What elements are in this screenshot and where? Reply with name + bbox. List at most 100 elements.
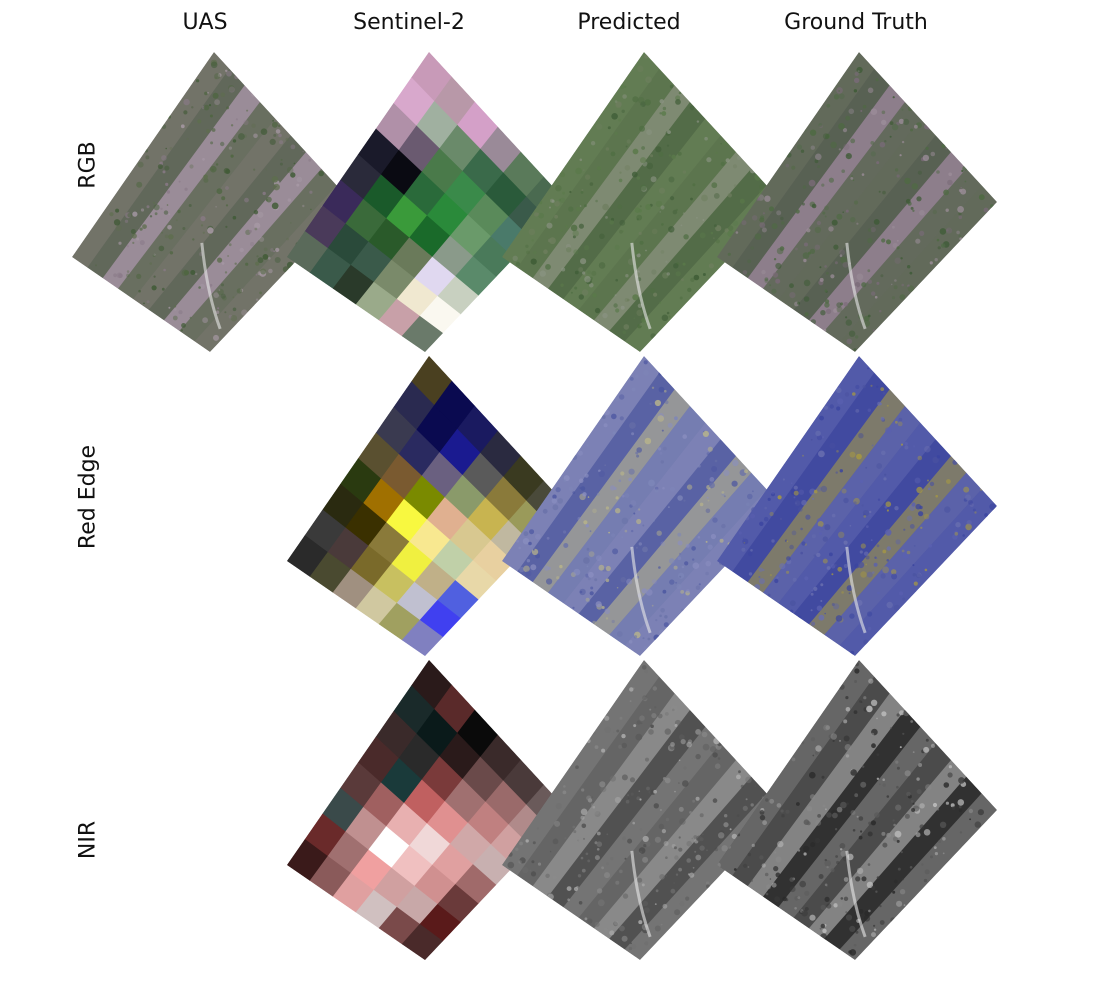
texture-speck — [592, 805, 596, 809]
texture-speck — [861, 173, 865, 176]
texture-speck — [691, 546, 696, 551]
texture-speck — [923, 513, 930, 520]
texture-speck — [650, 176, 657, 183]
texture-speck — [645, 841, 651, 847]
texture-speck — [828, 226, 834, 232]
texture-speck — [696, 120, 700, 123]
texture-speck — [632, 687, 635, 689]
texture-speck — [879, 310, 882, 313]
texture-speck — [565, 225, 568, 228]
texture-speck — [164, 234, 169, 239]
texture-speck — [286, 237, 290, 241]
texture-speck — [739, 198, 745, 204]
texture-speck — [946, 479, 951, 484]
texture-speck — [838, 148, 841, 151]
texture-speck — [662, 903, 668, 909]
texture-speck — [801, 741, 805, 745]
texture-speck — [721, 845, 728, 852]
texture-speck — [870, 108, 878, 115]
sentinel-pixel — [401, 315, 444, 352]
texture-speck — [836, 450, 839, 453]
texture-speck — [552, 504, 559, 511]
texture-speck — [198, 286, 201, 289]
texture-speck — [226, 70, 232, 77]
texture-speck — [619, 84, 625, 90]
texture-speck — [257, 257, 264, 264]
texture-speck — [863, 915, 871, 922]
texture-speck — [186, 137, 189, 140]
texture-speck — [644, 941, 649, 946]
texture-speck — [532, 841, 536, 845]
texture-speck — [699, 813, 704, 818]
texture-speck — [793, 490, 799, 496]
flight-strip — [824, 776, 982, 950]
texture-speck — [654, 925, 661, 932]
texture-speck — [705, 560, 711, 567]
texture-speck — [619, 416, 624, 421]
texture-speck — [880, 416, 885, 421]
texture-speck — [870, 699, 878, 706]
texture-speck — [909, 866, 913, 869]
texture-speck — [832, 739, 835, 742]
texture-speck — [822, 436, 825, 439]
texture-speck — [714, 459, 718, 463]
flight-strip — [578, 743, 736, 929]
texture-speck — [638, 790, 641, 792]
flight-strip — [502, 660, 660, 876]
texture-speck — [673, 263, 679, 269]
texture-speck — [649, 287, 656, 294]
texture-speck — [605, 506, 609, 510]
texture-speck — [843, 877, 849, 882]
texture-speck — [904, 770, 911, 777]
texture-speck — [833, 244, 839, 250]
texture-speck — [144, 148, 149, 153]
texture-speck — [632, 821, 635, 825]
texture-speck — [220, 141, 225, 147]
texture-speck — [549, 850, 552, 853]
texture-speck — [558, 198, 562, 202]
texture-speck — [836, 213, 843, 220]
texture-speck — [667, 130, 671, 134]
texture-speck — [583, 245, 590, 251]
texture-speck — [939, 821, 947, 828]
texture-speck — [661, 223, 664, 226]
texture-speck — [818, 450, 825, 458]
texture-speck — [804, 129, 807, 132]
texture-speck — [590, 141, 596, 146]
texture-speck — [946, 229, 949, 232]
texture-speck — [633, 512, 636, 515]
texture-speck — [899, 710, 905, 716]
texture-speck — [883, 477, 887, 481]
flight-strip — [548, 102, 706, 300]
texture-speck — [686, 589, 690, 593]
texture-speck — [674, 909, 681, 916]
texture-speck — [805, 514, 811, 520]
texture-speck — [818, 525, 821, 528]
texture-speck — [740, 784, 744, 788]
texture-speck — [605, 216, 608, 219]
texture-speck — [262, 254, 269, 260]
texture-speck — [864, 910, 870, 916]
texture-speck — [738, 770, 741, 774]
texture-speck — [860, 543, 866, 549]
texture-speck — [619, 925, 625, 932]
texture-speck — [824, 289, 828, 293]
texture-speck — [555, 487, 561, 493]
texture-speck — [691, 837, 694, 840]
texture-speck — [644, 669, 648, 674]
texture-speck — [903, 904, 906, 906]
texture-speck — [230, 315, 238, 322]
texture-speck — [824, 860, 831, 867]
texture-speck — [648, 729, 654, 735]
texture-speck — [525, 839, 529, 843]
texture-speck — [617, 204, 623, 210]
texture-speck — [801, 541, 806, 546]
texture-speck — [683, 499, 686, 502]
texture-speck — [584, 204, 587, 208]
texture-speck — [873, 219, 880, 225]
texture-speck — [876, 876, 880, 879]
texture-speck — [255, 273, 258, 276]
texture-speck — [560, 229, 563, 232]
texture-speck — [664, 777, 671, 784]
texture-speck — [587, 270, 591, 274]
